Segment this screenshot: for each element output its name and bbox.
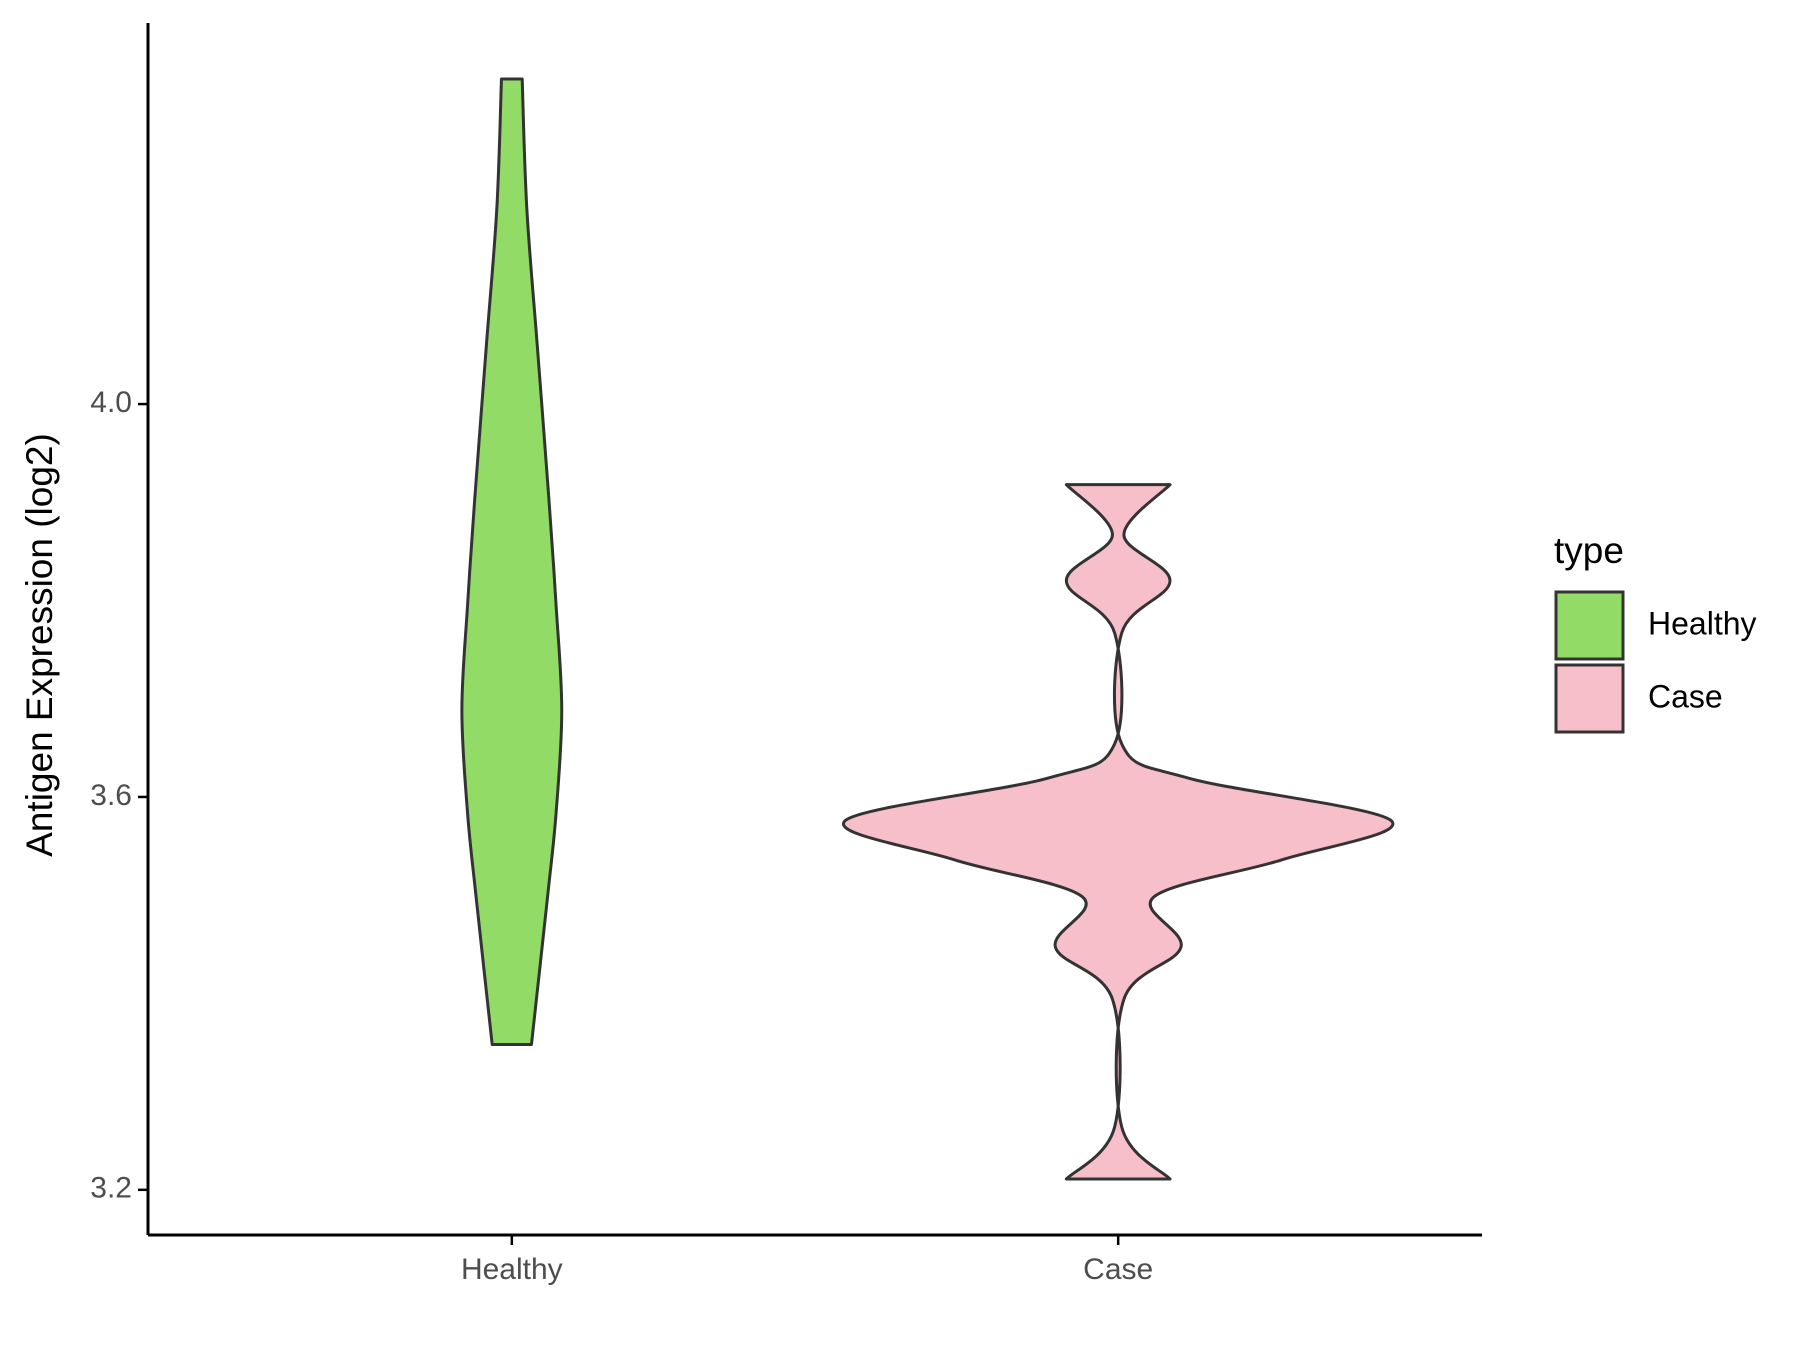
- y-tick-label: 4.0: [90, 386, 132, 419]
- legend-key: [1554, 663, 1625, 734]
- y-tick-label: 3.6: [90, 779, 132, 812]
- violin: [841, 483, 1395, 1181]
- legend-label: Case: [1648, 678, 1723, 714]
- violin: [460, 77, 564, 1046]
- legend-key: [1554, 590, 1625, 661]
- y-tick-label: 3.2: [90, 1172, 132, 1205]
- legend-title: type: [1554, 530, 1624, 571]
- x-tick-label: Case: [1083, 1253, 1153, 1286]
- y-axis-title: Antigen Expression (log2): [19, 433, 60, 857]
- legend-label: Healthy: [1648, 605, 1757, 641]
- x-tick-label: Healthy: [461, 1253, 563, 1286]
